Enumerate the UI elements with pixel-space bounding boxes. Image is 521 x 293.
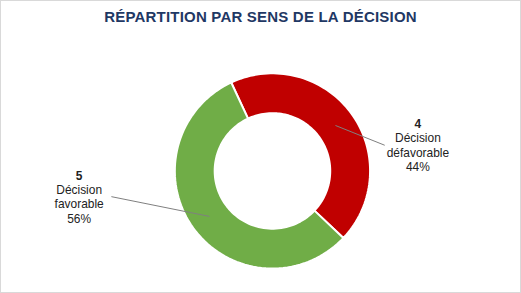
svg-text:Décisionfavorable56%: Décisionfavorable56% xyxy=(55,183,104,226)
svg-text:Décisiondéfavorable44%: Décisiondéfavorable44% xyxy=(387,131,450,174)
svg-text:5: 5 xyxy=(76,169,83,183)
html-text:RÉPARTITION PAR SENS DE LA DÉC: RÉPARTITION PAR SENS DE LA DÉCISION xyxy=(104,8,417,25)
svg-text:4: 4 xyxy=(415,117,422,131)
